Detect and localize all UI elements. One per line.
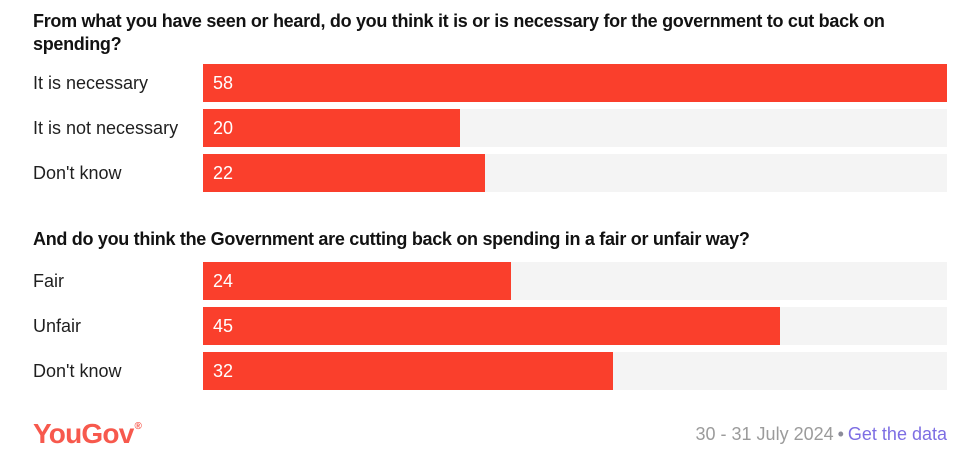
bar-row-fair: Fair 24 [33, 262, 947, 300]
yougov-logo-text: YouGov [33, 418, 134, 449]
separator-dot: • [837, 423, 844, 444]
footer: YouGov® 30 - 31 July 2024 • Get the data [33, 420, 947, 448]
category-label: Unfair [33, 316, 82, 336]
get-the-data-link[interactable]: Get the data [847, 423, 947, 444]
bar-row-dont-know: Don't know 32 [33, 352, 947, 390]
bar-value-label: 32 [213, 361, 234, 381]
bar-row-it-is-not-necessary: It is not necessary 20 [33, 109, 947, 147]
chart-title: And do you think the Government are cutt… [33, 229, 750, 249]
category-label: Don't know [33, 163, 122, 183]
category-label: It is necessary [33, 73, 149, 93]
bar: 32 [203, 352, 614, 390]
category-label: Don't know [33, 361, 122, 381]
bar: 24 [203, 262, 511, 300]
yougov-logo: YouGov® [33, 420, 142, 448]
bar-rows: It is necessary 58 It is not necessary 2… [33, 64, 947, 192]
chart-fair-unfair: And do you think the Government are cutt… [33, 192, 947, 390]
source-line: 30 - 31 July 2024 • Get the data [696, 424, 947, 445]
bar-track: 58 [203, 64, 947, 102]
registered-trademark-icon: ® [134, 421, 142, 432]
bar-value-label: 45 [213, 316, 234, 336]
bar: 45 [203, 307, 781, 345]
bar-track: 45 [203, 307, 947, 345]
bar: 22 [203, 154, 486, 192]
bar-track: 20 [203, 109, 947, 147]
chart-spending-necessary: From what you have seen or heard, do you… [33, 10, 947, 192]
bar-value-label: 22 [213, 163, 234, 183]
bar-rows: Fair 24 Unfair 45 Don't know [33, 262, 947, 390]
bar-value-label: 24 [213, 271, 234, 291]
bar-track: 24 [203, 262, 947, 300]
bar: 20 [203, 109, 460, 147]
bar-row-it-is-necessary: It is necessary 58 [33, 64, 947, 102]
bar-row-unfair: Unfair 45 [33, 307, 947, 345]
date-range: 30 - 31 July 2024 [695, 423, 834, 444]
bar-row-dont-know: Don't know 22 [33, 154, 947, 192]
bar-value-label: 20 [213, 118, 234, 138]
bar-track: 22 [203, 154, 947, 192]
chart-title: From what you have seen or heard, do you… [33, 11, 885, 54]
bar: 58 [203, 64, 947, 102]
bar-track: 32 [203, 352, 947, 390]
bar-value-label: 58 [213, 73, 234, 93]
category-label: Fair [33, 271, 64, 291]
category-label: It is not necessary [33, 118, 179, 138]
